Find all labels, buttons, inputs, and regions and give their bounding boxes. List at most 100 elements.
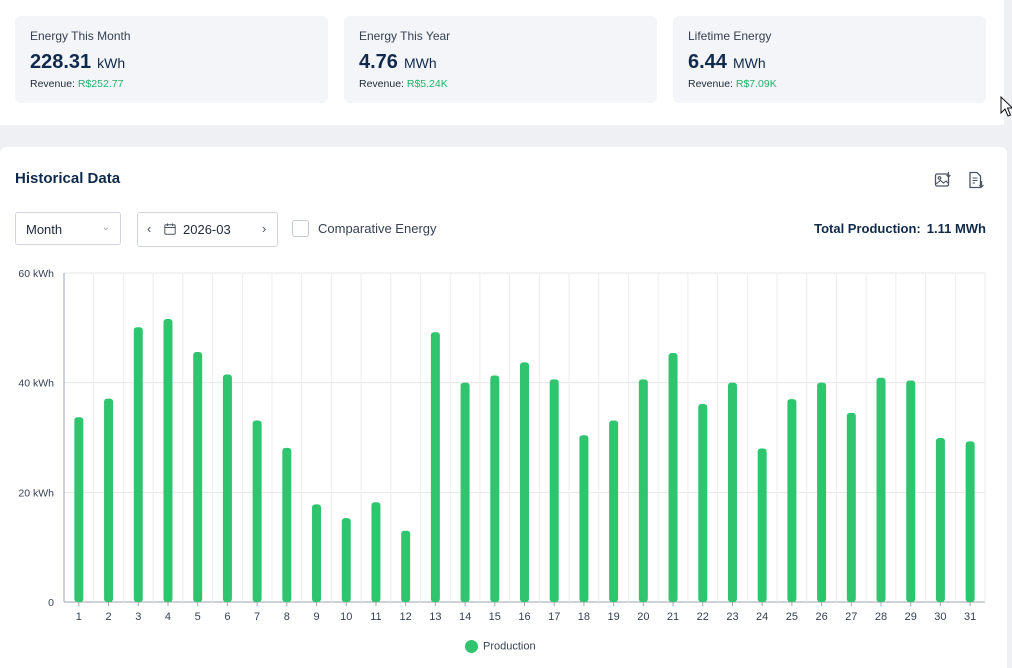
bar-day-6 bbox=[222, 374, 232, 602]
historical-data-panel: Historical Data Month ⌄ ‹ 2026-03 › Comp… bbox=[0, 147, 1007, 668]
y-tick-label: 0 bbox=[48, 597, 54, 609]
card-value: 228.31 kWh bbox=[30, 51, 126, 73]
x-tick-label: 27 bbox=[845, 611, 857, 623]
legend-swatch bbox=[465, 640, 478, 653]
date-picker[interactable]: ‹ 2026-03 › bbox=[137, 212, 278, 247]
bar-day-3 bbox=[133, 327, 143, 602]
x-tick-label: 4 bbox=[165, 611, 171, 623]
bar-day-29 bbox=[906, 380, 916, 602]
bar-day-24 bbox=[757, 448, 767, 602]
bar-day-31 bbox=[965, 441, 975, 602]
card-label: Lifetime Energy bbox=[688, 29, 772, 43]
x-tick-label: 5 bbox=[195, 611, 201, 623]
card-value: 4.76 MWh bbox=[359, 51, 437, 73]
x-tick-label: 16 bbox=[518, 611, 530, 623]
x-tick-label: 18 bbox=[578, 611, 590, 623]
bar-day-10 bbox=[341, 518, 351, 602]
image-download-icon[interactable] bbox=[934, 171, 952, 189]
card-unit: kWh bbox=[97, 55, 126, 71]
bar-day-2 bbox=[104, 398, 114, 602]
card-revenue: Revenue: R$7.09K bbox=[688, 78, 777, 90]
legend-label: Production bbox=[483, 640, 536, 653]
card-revenue: Revenue: R$5.24K bbox=[359, 78, 448, 90]
calendar-icon bbox=[164, 223, 176, 235]
total-production: Total Production: 1.11 MWh bbox=[814, 221, 986, 236]
bar-day-28 bbox=[876, 377, 886, 602]
comparative-energy-label: Comparative Energy bbox=[318, 221, 437, 236]
section-title: Historical Data bbox=[15, 170, 121, 187]
total-production-value: 1.11 MWh bbox=[926, 221, 986, 236]
date-value: 2026-03 bbox=[183, 222, 231, 237]
x-tick-label: 17 bbox=[548, 611, 560, 623]
card-unit: MWh bbox=[403, 55, 437, 71]
x-tick-label: 12 bbox=[400, 611, 412, 623]
bar-day-5 bbox=[193, 351, 203, 602]
bar-day-13 bbox=[430, 332, 440, 602]
bar-day-21 bbox=[668, 353, 678, 602]
x-tick-label: 29 bbox=[905, 611, 917, 623]
y-tick-label: 20 kWh bbox=[18, 487, 54, 499]
bar-day-22 bbox=[698, 404, 708, 602]
total-production-label: Total Production: bbox=[814, 221, 921, 236]
x-tick-label: 11 bbox=[370, 611, 381, 623]
x-tick-label: 24 bbox=[756, 611, 768, 623]
x-tick-label: 10 bbox=[340, 611, 352, 623]
comparative-energy-checkbox[interactable] bbox=[292, 220, 309, 237]
x-tick-label: 26 bbox=[815, 611, 827, 623]
bar-day-15 bbox=[490, 375, 500, 602]
x-tick-label: 31 bbox=[964, 611, 976, 623]
x-tick-label: 14 bbox=[459, 611, 471, 623]
bar-day-8 bbox=[282, 447, 292, 602]
y-tick-label: 40 kWh bbox=[18, 378, 54, 390]
lifetime-energy-card: Lifetime Energy 6.44 MWh Revenue: R$7.09K bbox=[673, 16, 986, 103]
x-tick-label: 2 bbox=[106, 611, 112, 623]
x-tick-label: 22 bbox=[697, 611, 709, 623]
energy-year-card: Energy This Year 4.76 MWh Revenue: R$5.24… bbox=[344, 16, 657, 103]
chart-legend[interactable]: Production bbox=[465, 640, 536, 653]
mouse-cursor-icon bbox=[1000, 96, 1012, 117]
bar-day-25 bbox=[787, 399, 797, 602]
energy-month-card: Energy This Month 228.31 kWh Revenue: R$2… bbox=[15, 16, 328, 103]
bar-day-23 bbox=[727, 382, 737, 602]
period-select-value: Month bbox=[26, 222, 63, 237]
x-tick-label: 7 bbox=[254, 611, 260, 623]
bar-day-20 bbox=[638, 379, 648, 602]
x-tick-label: 28 bbox=[875, 611, 887, 623]
card-label: Energy This Month bbox=[30, 29, 131, 43]
bar-day-7 bbox=[252, 420, 262, 602]
y-tick-label: 60 kWh bbox=[18, 268, 54, 280]
bar-day-17 bbox=[549, 379, 559, 602]
card-revenue: Revenue: R$252.77 bbox=[30, 78, 124, 90]
bar-day-9 bbox=[312, 504, 322, 602]
x-tick-label: 15 bbox=[489, 611, 501, 623]
bar-day-19 bbox=[609, 420, 619, 602]
bar-day-4 bbox=[163, 319, 173, 602]
chevron-down-icon: ⌄ bbox=[101, 222, 110, 233]
x-tick-label: 20 bbox=[637, 611, 649, 623]
card-unit: MWh bbox=[732, 55, 766, 71]
summary-panel: Energy This Month 228.31 kWh Revenue: R$2… bbox=[0, 0, 1004, 125]
card-label: Energy This Year bbox=[359, 29, 451, 43]
period-select[interactable]: Month ⌄ bbox=[15, 212, 121, 245]
bar-day-12 bbox=[401, 530, 411, 602]
x-tick-label: 8 bbox=[284, 611, 290, 623]
x-tick-label: 23 bbox=[726, 611, 738, 623]
bar-day-16 bbox=[520, 362, 529, 602]
x-tick-label: 9 bbox=[313, 611, 319, 623]
document-download-icon[interactable] bbox=[967, 171, 985, 189]
x-tick-label: 30 bbox=[934, 611, 946, 623]
x-tick-label: 6 bbox=[224, 611, 230, 623]
x-tick-label: 21 bbox=[667, 611, 679, 623]
prev-arrow-icon[interactable]: ‹ bbox=[147, 221, 152, 236]
x-tick-label: 1 bbox=[76, 611, 82, 623]
bar-day-1 bbox=[74, 417, 84, 602]
x-tick-label: 25 bbox=[786, 611, 798, 623]
next-arrow-icon[interactable]: › bbox=[262, 221, 267, 236]
bar-day-11 bbox=[371, 502, 381, 602]
x-tick-label: 19 bbox=[608, 611, 620, 623]
bar-day-14 bbox=[460, 382, 470, 602]
bar-day-18 bbox=[579, 435, 589, 602]
bar-day-30 bbox=[935, 438, 945, 602]
x-tick-label: 13 bbox=[429, 611, 441, 623]
